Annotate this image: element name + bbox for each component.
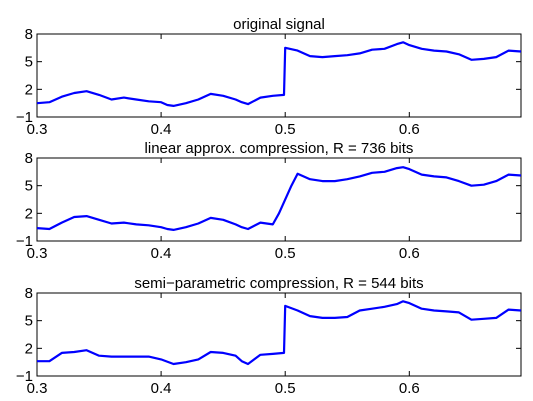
x-tick-label: 0.5 <box>275 245 296 262</box>
y-tick-label: −1 <box>16 233 33 250</box>
x-tick-label: 0.3 <box>27 121 48 138</box>
y-tick-label: −1 <box>16 368 33 385</box>
axes-frame <box>36 292 522 377</box>
y-tick-label: 5 <box>25 54 33 71</box>
x-tick-label: 0.6 <box>399 121 420 138</box>
y-tick-label: 2 <box>25 205 33 222</box>
y-tick-label: 5 <box>25 178 33 195</box>
x-tick-label: 0.3 <box>27 245 48 262</box>
series-line <box>36 166 522 231</box>
y-tick-label: −1 <box>16 109 33 126</box>
axes-frame <box>36 33 522 118</box>
axes-frame <box>36 157 522 242</box>
y-tick-label: 8 <box>25 26 33 43</box>
x-tick-label: 0.4 <box>151 380 172 397</box>
chart-title: original signal <box>233 16 325 33</box>
chart-panel-3: semi−parametric compression, R = 544 bit… <box>16 275 522 397</box>
series-line <box>37 300 522 366</box>
chart-title: linear approx. compression, R = 736 bits <box>145 140 414 157</box>
chart-title: semi−parametric compression, R = 544 bit… <box>134 275 423 292</box>
y-tick-label: 2 <box>25 81 33 98</box>
chart-panel-2: linear approx. compression, R = 736 bits… <box>16 140 522 262</box>
x-tick-label: 0.6 <box>399 380 420 397</box>
chart-panel-1: original signal −1 2 5 8 0.3 0.4 0.5 0.6 <box>16 16 522 138</box>
y-tick-label: 8 <box>25 150 33 167</box>
x-tick-label: 0.5 <box>275 380 296 397</box>
x-tick-label: 0.5 <box>275 121 296 138</box>
x-tick-label: 0.4 <box>151 121 172 138</box>
x-tick-label: 0.3 <box>27 380 48 397</box>
y-tick-label: 2 <box>25 340 33 357</box>
x-tick-label: 0.6 <box>399 245 420 262</box>
x-tick-label: 0.4 <box>151 245 172 262</box>
y-tick-label: 5 <box>25 313 33 330</box>
series-line <box>36 41 522 108</box>
y-tick-label: 8 <box>25 285 33 302</box>
